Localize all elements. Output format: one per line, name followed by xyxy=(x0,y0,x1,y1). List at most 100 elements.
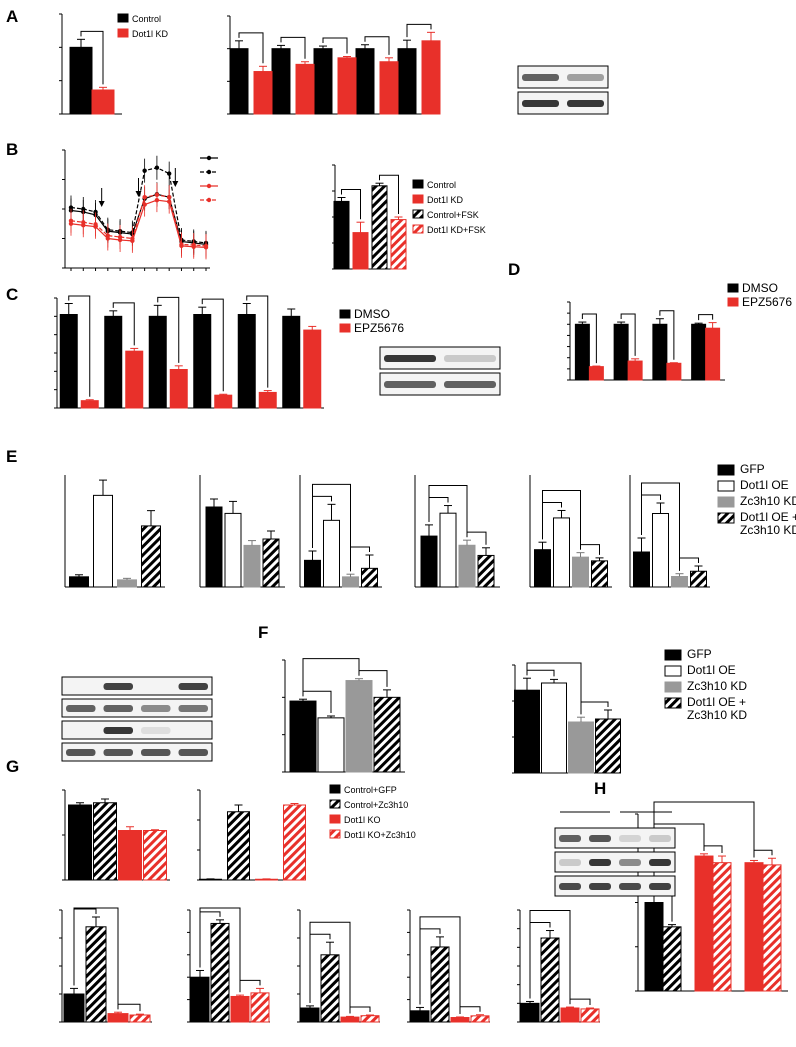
bar xyxy=(371,185,388,270)
blot-strip xyxy=(61,676,213,696)
bar xyxy=(690,570,707,588)
blot-strip xyxy=(61,698,213,718)
blot-band xyxy=(444,381,496,388)
chart-G5 xyxy=(297,909,380,1023)
bar xyxy=(540,937,560,1023)
legend-swatch xyxy=(717,464,735,476)
panel-letter-e: E xyxy=(6,447,17,466)
bar xyxy=(169,369,188,409)
legend-swatch xyxy=(117,13,129,23)
bar xyxy=(63,993,85,1023)
data-point xyxy=(203,243,209,249)
legend-swatch xyxy=(117,28,129,38)
legend-label: DMSO xyxy=(742,281,778,295)
significance-bracket xyxy=(201,298,224,392)
bar xyxy=(360,1015,380,1023)
bar xyxy=(588,366,604,381)
legend-label: Zc3h10 KD xyxy=(740,494,796,508)
significance-bracket xyxy=(419,916,461,1014)
bar xyxy=(553,517,570,588)
bar xyxy=(117,579,137,588)
data-point xyxy=(154,165,160,170)
blot-band xyxy=(103,727,133,734)
significance-bracket xyxy=(112,302,135,346)
bar xyxy=(224,512,242,588)
bar xyxy=(93,494,113,588)
significance-bracket xyxy=(302,658,360,697)
series-line xyxy=(70,194,207,247)
legend-label: Zc3h10 KD xyxy=(687,708,747,722)
bar xyxy=(229,48,249,115)
bar xyxy=(420,535,438,588)
data-point xyxy=(68,205,74,210)
bar xyxy=(705,327,721,381)
bar xyxy=(644,902,664,992)
bar xyxy=(271,48,291,115)
legend-swatch xyxy=(329,829,341,839)
significance-bracket xyxy=(459,1006,481,1014)
western-blot-A xyxy=(517,65,609,115)
significance-bracket xyxy=(280,36,306,59)
legend-swatch xyxy=(717,496,735,508)
legend-swatch xyxy=(664,665,682,677)
bar xyxy=(237,314,256,409)
blot-band xyxy=(649,835,671,842)
legend-swatch xyxy=(717,512,735,524)
legend-marker xyxy=(206,155,212,161)
data-point xyxy=(166,195,172,200)
legend-label: DMSO xyxy=(354,307,390,321)
legend-swatch xyxy=(664,697,682,709)
blot-band xyxy=(567,100,604,107)
bar xyxy=(295,63,315,115)
chart-E5 xyxy=(529,475,612,588)
significance-bracket xyxy=(428,485,468,538)
legend-label: Dot1l OE + xyxy=(740,510,796,524)
bar xyxy=(303,329,322,409)
bar xyxy=(666,362,682,381)
significance-bracket xyxy=(157,296,180,363)
bar xyxy=(345,680,373,773)
chart-G4 xyxy=(187,907,270,1023)
legend-label: Dot1l KD xyxy=(132,29,169,39)
legend-swatch xyxy=(727,283,739,293)
bar xyxy=(104,315,123,409)
legend-swatch xyxy=(412,224,424,234)
significance-bracket xyxy=(364,36,390,55)
panel-letter-a: A xyxy=(6,7,18,26)
blot-band xyxy=(444,355,496,362)
blot-band xyxy=(649,859,671,866)
bar xyxy=(129,1014,151,1023)
bar xyxy=(541,682,567,774)
bar xyxy=(143,830,167,881)
panel-letter-f: F xyxy=(258,623,268,642)
significance-bracket xyxy=(341,189,361,220)
significance-bracket xyxy=(350,546,370,572)
bar xyxy=(193,314,212,409)
legend-swatch xyxy=(339,323,351,333)
legend-label: Control+Zc3h10 xyxy=(344,800,408,810)
chart-E3 xyxy=(299,475,382,588)
blot-band xyxy=(522,100,559,107)
significance-bracket xyxy=(659,310,675,360)
bar xyxy=(205,506,223,588)
blot-band xyxy=(141,727,171,734)
blot-band xyxy=(619,859,641,866)
bar xyxy=(337,57,357,115)
blot-strip xyxy=(554,851,676,873)
legend-swatch xyxy=(717,480,735,492)
chart-G2: Control+GFP Control+Zc3h10 Dot1l KO Dot1l K… xyxy=(197,784,416,881)
blot-strip xyxy=(61,720,213,740)
blot-band xyxy=(559,859,581,866)
significance-bracket xyxy=(80,30,104,85)
bar xyxy=(141,525,161,588)
significance-bracket xyxy=(581,313,597,364)
chart-E4 xyxy=(414,475,500,588)
legend-swatch xyxy=(727,297,739,307)
chart-A2 xyxy=(227,15,441,115)
significance-bracket xyxy=(73,907,119,1010)
blot-strip xyxy=(554,827,676,849)
bar xyxy=(410,1010,430,1023)
chart-G6 xyxy=(407,909,490,1023)
blot-strip xyxy=(379,346,501,370)
